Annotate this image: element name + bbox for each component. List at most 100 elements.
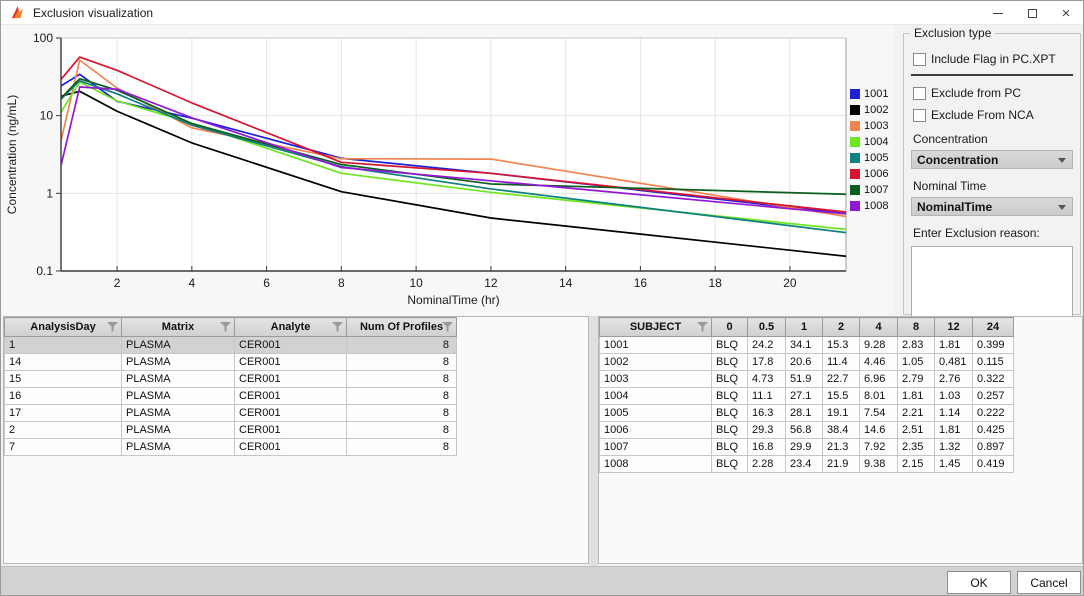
column-header[interactable]: 8 (897, 317, 935, 337)
table-row[interactable]: 16 PLASMA CER001 8 (4, 387, 457, 405)
table-cell[interactable]: 20.6 (785, 353, 823, 371)
table-cell[interactable]: 27.1 (785, 387, 823, 405)
table-cell[interactable]: 1003 (599, 370, 712, 388)
table-cell[interactable]: 11.4 (822, 353, 860, 371)
table-cell[interactable]: BLQ (711, 404, 748, 422)
cancel-button[interactable]: Cancel (1017, 571, 1081, 594)
filter-funnel-icon[interactable] (442, 322, 453, 335)
column-header[interactable]: Num Of Profiles (346, 317, 457, 337)
concentration-dropdown[interactable]: Concentration (911, 150, 1073, 169)
table-cell[interactable]: BLQ (711, 336, 748, 354)
table-cell[interactable]: 2.76 (934, 370, 973, 388)
checkbox-exclude-nca[interactable]: Exclude From NCA (913, 108, 1073, 122)
table-cell[interactable]: 1002 (599, 353, 712, 371)
table-cell[interactable]: 8 (346, 404, 457, 422)
table-cell[interactable]: 14 (4, 353, 122, 371)
table-cell[interactable]: 7 (4, 438, 122, 456)
table-cell[interactable]: CER001 (234, 438, 347, 456)
legend-item-1005[interactable]: 1005 (850, 151, 888, 164)
table-cell[interactable]: 1.81 (897, 387, 935, 405)
table-cell[interactable]: CER001 (234, 421, 347, 439)
series-line-1007[interactable] (61, 77, 894, 197)
filter-funnel-icon[interactable] (697, 322, 708, 335)
table-cell[interactable]: 1.14 (934, 404, 973, 422)
table-cell[interactable]: 2.83 (897, 336, 935, 354)
table-cell[interactable]: 17.8 (747, 353, 786, 371)
table-row[interactable]: 14 PLASMA CER001 8 (4, 353, 457, 371)
table-cell[interactable]: 34.1 (785, 336, 823, 354)
table-cell[interactable]: 7.54 (859, 404, 898, 422)
column-header[interactable]: 24 (972, 317, 1014, 337)
table-cell[interactable]: 16.3 (747, 404, 786, 422)
table-cell[interactable]: 2.51 (897, 421, 935, 439)
column-header[interactable]: 0 (711, 317, 748, 337)
table-cell[interactable]: 22.7 (822, 370, 860, 388)
series-line-1003[interactable] (61, 59, 894, 231)
nominal-time-dropdown[interactable]: NominalTime (911, 197, 1073, 216)
ok-button[interactable]: OK (947, 571, 1011, 594)
table-cell[interactable]: 8 (346, 353, 457, 371)
table-cell[interactable]: CER001 (234, 387, 347, 405)
table-cell[interactable]: 1.32 (934, 438, 973, 456)
table-row[interactable]: 1003 BLQ 4.73 51.9 22.7 6.96 2.79 2.76 0.322 (599, 370, 1014, 388)
table-cell[interactable]: 8 (346, 370, 457, 388)
column-header[interactable]: 4 (859, 317, 898, 337)
table-cell[interactable]: PLASMA (121, 438, 235, 456)
table-cell[interactable]: 9.28 (859, 336, 898, 354)
table-cell[interactable]: 0.481 (934, 353, 973, 371)
table-cell[interactable]: 1001 (599, 336, 712, 354)
table-row[interactable]: 15 PLASMA CER001 8 (4, 370, 457, 388)
table-cell[interactable]: BLQ (711, 455, 748, 473)
table-cell[interactable]: 0.419 (972, 455, 1014, 473)
table-cell[interactable]: 2.35 (897, 438, 935, 456)
table-cell[interactable]: 2 (4, 421, 122, 439)
table-cell[interactable]: PLASMA (121, 404, 235, 422)
table-cell[interactable]: BLQ (711, 421, 748, 439)
checkbox-exclude-pc[interactable]: Exclude from PC (913, 86, 1073, 100)
table-cell[interactable]: 1.45 (934, 455, 973, 473)
checkbox-include-flag[interactable]: Include Flag in PC.XPT (913, 52, 1073, 66)
table-cell[interactable]: 0.897 (972, 438, 1014, 456)
table-row[interactable]: 1006 BLQ 29.3 56.8 38.4 14.6 2.51 1.81 0.425 (599, 421, 1014, 439)
table-cell[interactable]: 56.8 (785, 421, 823, 439)
legend-item-1008[interactable]: 1008 (850, 199, 888, 212)
table-cell[interactable]: 1.81 (934, 336, 973, 354)
column-header[interactable]: 12 (934, 317, 973, 337)
series-line-1006[interactable] (61, 56, 894, 222)
table-row[interactable]: 7 PLASMA CER001 8 (4, 438, 457, 456)
column-header[interactable]: 1 (785, 317, 823, 337)
legend-item-1007[interactable]: 1007 (850, 183, 888, 196)
table-cell[interactable]: 11.1 (747, 387, 786, 405)
table-cell[interactable]: PLASMA (121, 421, 235, 439)
vertical-splitter[interactable] (589, 316, 598, 566)
table-cell[interactable]: 15 (4, 370, 122, 388)
table-cell[interactable]: BLQ (711, 353, 748, 371)
table-cell[interactable]: PLASMA (121, 387, 235, 405)
table-cell[interactable]: 19.1 (822, 404, 860, 422)
table-cell[interactable]: 8 (346, 336, 457, 354)
table-cell[interactable]: 16 (4, 387, 122, 405)
table-cell[interactable]: 16.8 (747, 438, 786, 456)
legend-item-1002[interactable]: 1002 (850, 103, 888, 116)
column-header[interactable]: 0.5 (747, 317, 786, 337)
series-line-1002[interactable] (61, 90, 894, 266)
table-cell[interactable]: BLQ (711, 370, 748, 388)
minimize-button[interactable] (981, 1, 1015, 25)
table-cell[interactable]: 7.92 (859, 438, 898, 456)
table-cell[interactable]: 4.73 (747, 370, 786, 388)
column-header[interactable]: SUBJECT (599, 317, 712, 337)
table-cell[interactable]: 8.01 (859, 387, 898, 405)
column-header[interactable]: Analyte (234, 317, 347, 337)
table-cell[interactable]: 29.9 (785, 438, 823, 456)
table-cell[interactable]: 23.4 (785, 455, 823, 473)
table-cell[interactable]: 2.21 (897, 404, 935, 422)
table-cell[interactable]: 1006 (599, 421, 712, 439)
maximize-button[interactable] (1015, 1, 1049, 25)
table-cell[interactable]: CER001 (234, 353, 347, 371)
table-row[interactable]: 1008 BLQ 2.28 23.4 21.9 9.38 2.15 1.45 0.419 (599, 455, 1014, 473)
close-button[interactable]: × (1049, 1, 1083, 25)
table-cell[interactable]: BLQ (711, 438, 748, 456)
series-line-1008[interactable] (61, 86, 894, 223)
table-cell[interactable]: 1007 (599, 438, 712, 456)
table-cell[interactable]: 1.03 (934, 387, 973, 405)
